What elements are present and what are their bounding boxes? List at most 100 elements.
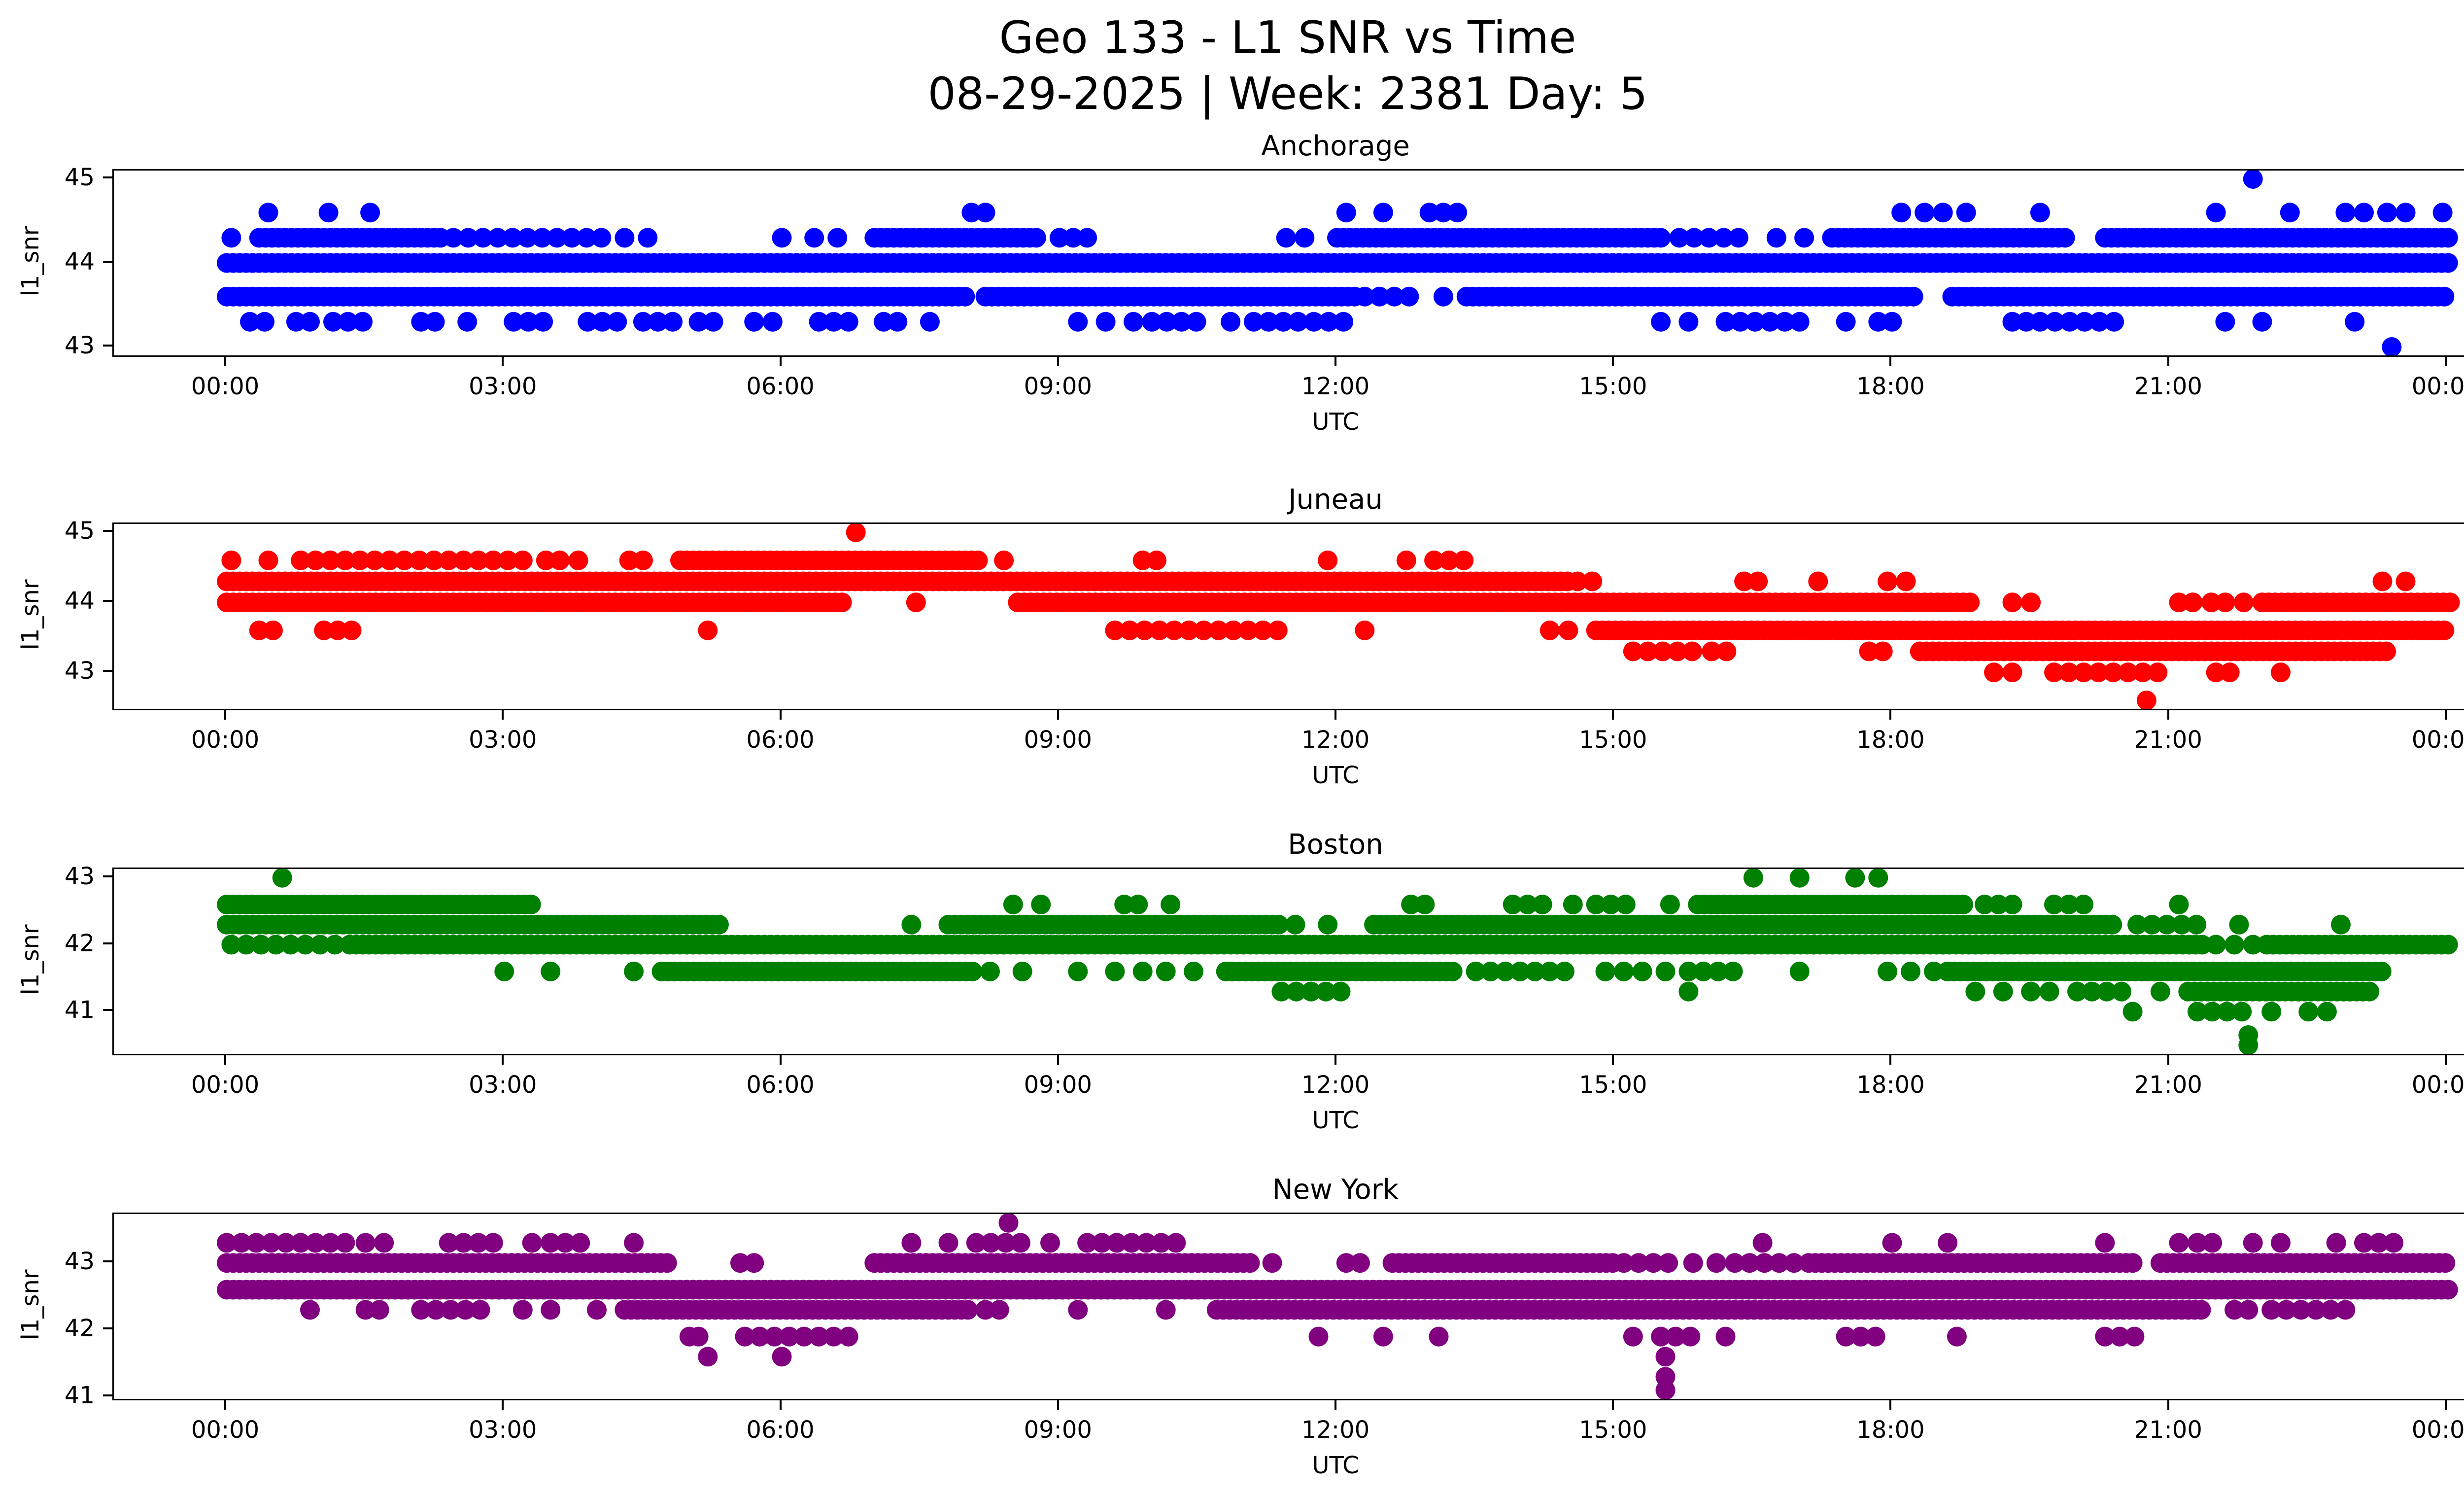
scatter-point [1495,961,1515,981]
scatter-point [1682,641,1702,661]
scatter-point [2396,571,2416,591]
scatter-point [698,1347,718,1367]
scatter-point [1077,1233,1097,1253]
scatter-point [2271,662,2291,683]
scatter-point [1318,550,1338,570]
scatter-point [2095,1326,2115,1347]
x-tick-mark [1612,355,1614,366]
scatter-point [521,895,541,914]
scatter-point [1156,961,1176,981]
scatter-point [439,1233,459,1253]
scatter-point [592,312,613,332]
scatter-point [624,1233,644,1253]
scatter-point [2261,1002,2282,1022]
scatter-point [2438,1280,2458,1300]
scatter-point [2202,1002,2223,1022]
scatter-point [1965,981,1985,1002]
scatter-point [975,203,995,223]
scatter-point [2369,1233,2389,1253]
scatter-point [2377,203,2397,223]
figure-title-line2: 08-29-2025 | Week: 2381 Day: 5 [927,68,1648,120]
scatter-point [1615,895,1636,914]
scatter-point [1171,312,1192,332]
scatter-point [1975,895,1995,914]
scatter-point [1142,312,1162,332]
scatter-point [962,961,983,981]
scatter-point [2002,662,2022,683]
scatter-point [2187,914,2207,935]
scatter-point [2067,981,2087,1002]
scatter-point [2088,662,2109,683]
x-tick-label: 18:00 [1856,373,1925,400]
scatter-point [1896,571,1916,591]
scatter-point [1836,1326,1856,1347]
x-tick-mark [779,1054,782,1065]
scatter-point [981,1233,1001,1253]
x-tick-label: 12:00 [1301,1071,1370,1099]
x-tick-mark [502,1054,504,1065]
scatter-point [2220,662,2240,683]
scatter-point [1614,1253,1634,1273]
scatter-point [532,228,552,248]
scatter-point [1938,1233,1958,1253]
scatter-point [846,524,866,542]
scatter-point [255,312,274,332]
boston-plot-area [112,868,2464,1055]
scatter-point [473,228,493,248]
scatter-point [1715,312,1736,332]
scatter-point [1223,620,1243,640]
subplot-title-boston: Boston [1288,829,1383,861]
scatter-point [1873,641,1893,661]
boston-scatter-points [217,869,2458,1054]
scatter-point [1808,571,1828,591]
scatter-point [2243,171,2263,189]
scatter-point [2206,203,2226,223]
x-tick-mark [2167,1054,2169,1065]
scatter-point [1655,961,1676,981]
scatter-point [823,312,844,332]
scatter-point [360,203,380,223]
x-tick-mark [502,1399,504,1410]
y-tick-mark [103,530,114,532]
scatter-point [1924,961,1944,981]
scatter-point [619,550,639,570]
scatter-point [2021,592,2041,613]
scatter-point [2169,592,2189,613]
scatter-point [995,1233,1016,1253]
scatter-point [1789,312,1810,332]
scatter-point [323,312,343,332]
scatter-point [2215,312,2235,332]
scatter-point [2317,1002,2337,1022]
x-tick-mark [1335,1054,1336,1065]
y-tick-mark [103,1394,114,1396]
scatter-point [2331,914,2351,935]
scatter-point [1373,1326,1393,1347]
x-tick-mark [1057,709,1059,720]
scatter-point [1238,620,1258,640]
scatter-point [1063,228,1083,248]
scatter-point [251,935,271,955]
scatter-point [1156,1300,1176,1320]
scatter-point [2002,312,2022,332]
scatter-point [2434,620,2455,640]
scatter-point [2372,571,2393,591]
x-tick-label: 06:00 [746,1416,815,1444]
scatter-point [750,1326,770,1347]
scatter-point [541,1300,561,1320]
scatter-point [2384,1233,2404,1253]
scatter-point [906,592,926,613]
scatter-point [794,1326,814,1347]
scatter-point [607,312,627,332]
scatter-point [2306,1300,2326,1320]
x-tick-label: 15:00 [1579,1071,1647,1099]
scatter-point [280,935,301,955]
scatter-point [2371,961,2392,981]
scatter-point [1743,869,1763,888]
scatter-point [1683,1253,1703,1273]
scatter-point [504,312,524,332]
scatter-point [1012,961,1032,981]
scatter-point [2045,312,2065,332]
scatter-point [688,1326,709,1347]
scatter-point [300,1300,320,1320]
scatter-point [258,550,278,570]
